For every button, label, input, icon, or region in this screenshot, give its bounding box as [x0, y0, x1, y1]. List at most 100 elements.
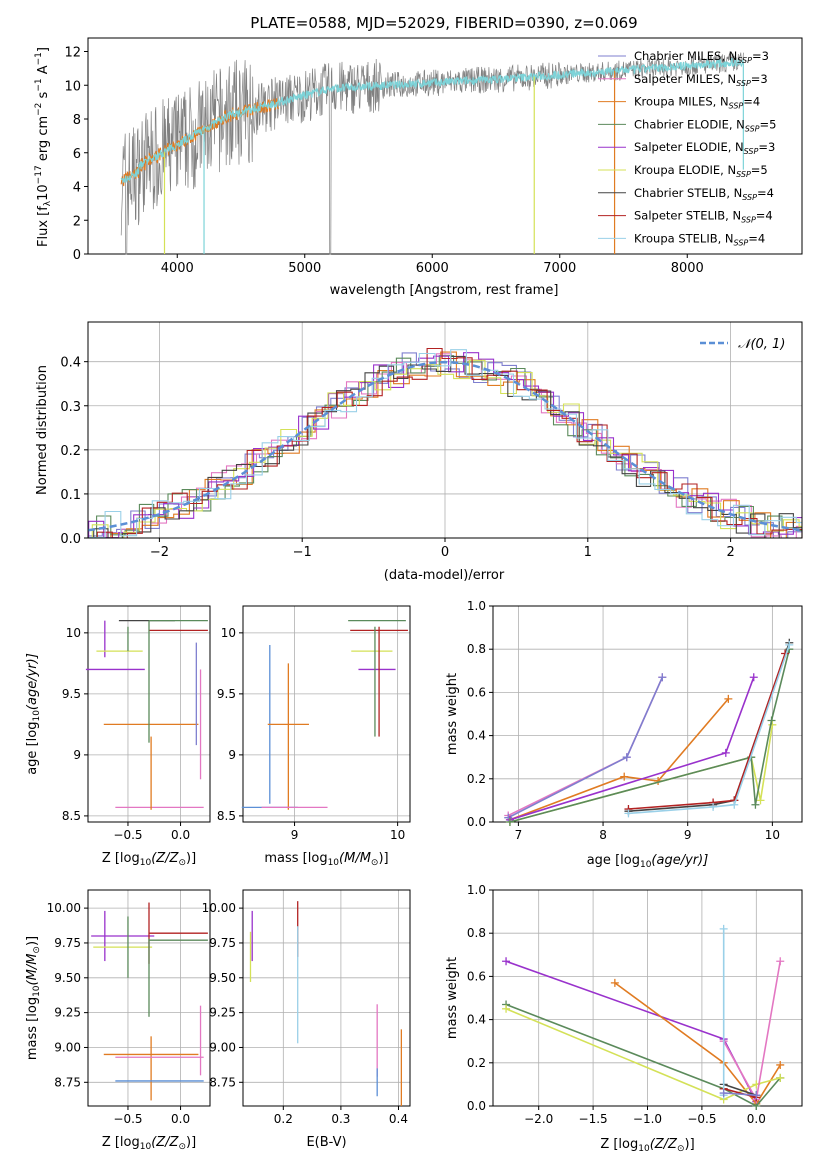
y-tick-label: 0.2 — [60, 444, 81, 459]
y-tick-label: 0.6 — [467, 969, 486, 983]
x-tick-label: 8000 — [671, 261, 704, 276]
mass-weight-marker — [721, 748, 730, 757]
x-tick-label: 2 — [726, 545, 734, 560]
residual-histogram — [88, 347, 803, 539]
legend-entry: Salpeter ELODIE, NSSP=3 — [634, 140, 775, 156]
x-axis-label: age [log10(age/yr)] — [587, 853, 709, 870]
mass-weight-marker — [756, 796, 765, 805]
y-axis-label: age [log10(age/yr)] — [25, 653, 42, 775]
legend-entry: Kroupa ELODIE, NSSP=5 — [634, 163, 768, 179]
parameter-panel-2: −0.5 0.0 8.5 9 9.5 10 Z [log10(Z/Z⊙)] age [log1… — [25, 605, 211, 868]
y-tick-label: 0.4 — [467, 729, 486, 743]
mass-weight-line — [723, 1087, 757, 1099]
spectrum-ylabel: Flux [fλ10−17 erg cm−2 s−1 A−1] — [34, 47, 53, 247]
mass-weight-marker — [505, 818, 514, 826]
residual-histograms — [87, 347, 803, 539]
y-axis-label: mass [log10(M/M⊙)] — [25, 936, 42, 1060]
x-tick-label: 0.0 — [747, 1112, 766, 1126]
x-tick-label: 1 — [584, 545, 592, 560]
y-tick-label: 12 — [64, 46, 81, 61]
y-tick-label: 8.5 — [217, 809, 236, 823]
x-tick-label: 0.2 — [274, 1112, 293, 1126]
y-tick-label: 9.25 — [54, 1006, 81, 1020]
legend-entry: Chabrier MILES, NSSP=3 — [634, 49, 769, 65]
residual-ticks: −2 −1 0 1 2 0.0 0.1 0.2 0.3 0.4 — [60, 356, 734, 560]
y-tick-label: 0.8 — [467, 642, 486, 656]
spectrum-xlabel: wavelength [Angstrom, rest frame] — [330, 283, 559, 298]
mass-weight-marker — [719, 924, 728, 933]
x-tick-label: 0.0 — [171, 1112, 190, 1126]
x-tick-label: −1.0 — [633, 1112, 662, 1126]
x-tick-label: −2 — [150, 545, 169, 560]
mass-weight-marker — [502, 1004, 511, 1013]
x-tick-label: −0.5 — [113, 1112, 142, 1126]
plot-frame — [242, 605, 411, 823]
mass-weight-marker — [502, 957, 511, 966]
residual-histogram — [88, 355, 802, 539]
mass-weight-marker — [768, 720, 777, 729]
x-tick-label: 7 — [515, 828, 523, 842]
mass-weight-line — [505, 1008, 781, 1101]
y-tick-label: 8 — [73, 113, 81, 128]
y-tick-label: 0.6 — [467, 685, 486, 699]
legend-entry: Salpeter STELIB, NSSP=4 — [634, 209, 773, 225]
legend-entry: Kroupa STELIB, NSSP=4 — [634, 231, 765, 247]
parameter-panel-5: −0.5 0.0 8.75 9.00 9.25 9.50 9.75 10.00 Z [log10… — [25, 889, 211, 1152]
x-axis-label: Z [log10(Z/Z⊙)] — [600, 1137, 694, 1154]
y-tick-label: 9.75 — [209, 936, 236, 950]
residual-xlabel: (data-model)/error — [384, 568, 505, 583]
y-tick-label: 0.0 — [467, 1099, 486, 1113]
spectrum-plot-area — [87, 37, 803, 255]
x-tick-label: 10 — [390, 828, 405, 842]
plot-frame — [242, 889, 411, 1107]
y-tick-label: 9.00 — [209, 1040, 236, 1054]
y-tick-label: 0.8 — [467, 926, 486, 940]
mass-weight-marker — [776, 1060, 785, 1069]
y-tick-label: 0.1 — [60, 488, 81, 503]
spectrum-legend: Chabrier MILES, NSSP=3 Salpeter MILES, NS… — [598, 49, 776, 247]
y-tick-label: 9.50 — [209, 971, 236, 985]
x-tick-label: 0.0 — [171, 828, 190, 842]
y-tick-label: 0.4 — [467, 1013, 486, 1027]
mass-weight-marker — [751, 800, 760, 809]
mass-weight-line — [509, 698, 729, 821]
spectrum-panel: PLATE=0588, MJD=52029, FIBERID=0390, z=0… — [34, 14, 803, 298]
y-tick-label: 0.4 — [60, 356, 81, 371]
x-tick-label: −0.5 — [687, 1112, 716, 1126]
mass-weight-line — [723, 1092, 757, 1096]
y-axis-label: mass weight — [445, 957, 460, 1039]
mass-weight-line — [628, 642, 791, 812]
residual-legend: 𝒩(0, 1) — [700, 337, 785, 352]
y-tick-label: 2 — [73, 214, 81, 229]
x-tick-label: 7000 — [543, 261, 576, 276]
mass-weight-marker — [622, 753, 631, 762]
mass-weight-line — [505, 1003, 781, 1108]
x-tick-label: 5000 — [288, 261, 321, 276]
x-axis-label: mass [log10(M/M⊙)] — [264, 851, 388, 868]
y-tick-label: 0.2 — [467, 1056, 486, 1070]
residual-histogram — [88, 349, 802, 539]
y-tick-label: 1.0 — [467, 883, 486, 897]
mass-weight-marker — [620, 772, 629, 781]
x-axis-label: Z [log10(Z/Z⊙)] — [102, 851, 196, 868]
plot-frame — [87, 605, 211, 823]
mass-weight-marker — [724, 694, 733, 703]
y-tick-label: 0 — [73, 248, 81, 263]
legend-entry: Chabrier ELODIE, NSSP=5 — [634, 117, 776, 133]
mass-weight-line — [723, 1083, 757, 1096]
y-tick-label: 8.75 — [54, 1075, 81, 1089]
y-tick-label: 4 — [73, 181, 81, 196]
spectrum-title: PLATE=0588, MJD=52029, FIBERID=0390, z=0… — [250, 14, 637, 32]
y-tick-label: 6 — [73, 147, 81, 162]
x-tick-label: 9 — [684, 828, 692, 842]
mass-weight-line — [614, 982, 781, 1106]
mass-weight-marker — [767, 716, 776, 725]
mass-weight-marker — [785, 640, 794, 649]
y-tick-label: 8.75 — [209, 1075, 236, 1089]
y-tick-label: 9.5 — [217, 687, 236, 701]
y-tick-label: 0.0 — [467, 815, 486, 829]
legend-entry: Kroupa MILES, NSSP=4 — [634, 95, 760, 111]
y-tick-label: 9.5 — [62, 687, 81, 701]
mass-weight-marker — [752, 1091, 761, 1100]
